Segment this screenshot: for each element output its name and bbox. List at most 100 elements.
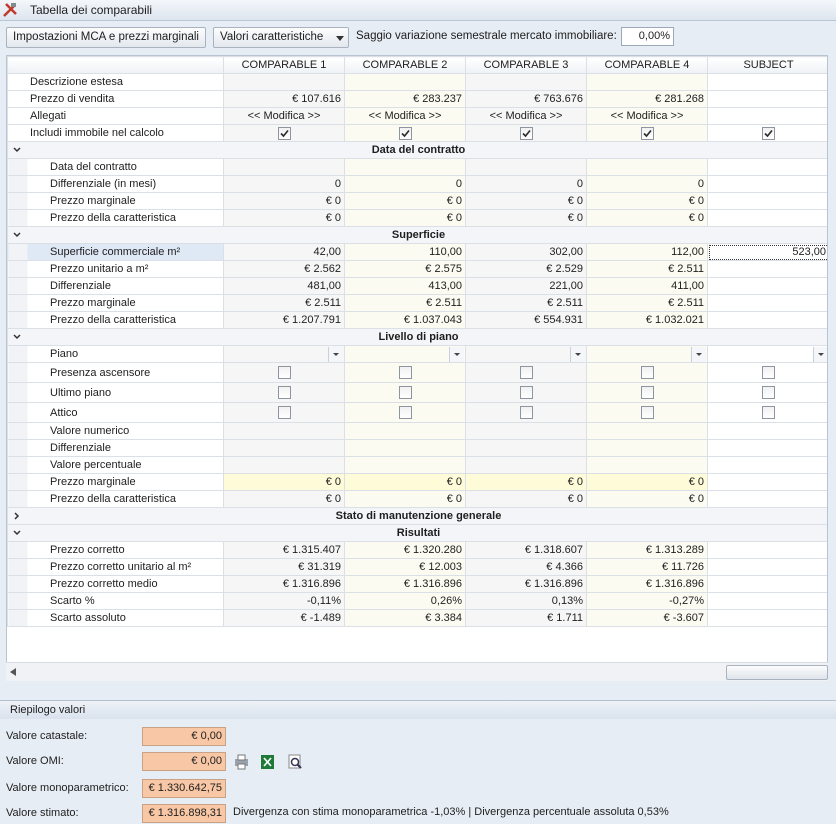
print-icon[interactable] — [235, 754, 248, 770]
group-header: Data del contratto — [7, 141, 827, 159]
grid-cell — [707, 175, 827, 193]
expander[interactable] — [8, 525, 26, 541]
checkbox[interactable] — [519, 386, 533, 399]
checkbox[interactable] — [640, 386, 654, 399]
cell-value: € 2.575 — [425, 263, 462, 275]
checkbox[interactable] — [762, 406, 775, 419]
cell-dropdown[interactable] — [469, 346, 585, 362]
cell-value: € 0 — [688, 195, 704, 207]
grid-cell: 481,00 — [223, 277, 345, 295]
cell-value: € 283.237 — [413, 93, 462, 105]
grid-cell — [344, 439, 466, 457]
values-dropdown[interactable]: Valori caratteristiche — [213, 27, 349, 48]
grid-cell — [707, 209, 827, 227]
checkbox[interactable] — [277, 386, 291, 399]
dropdown-arrow — [696, 352, 702, 356]
expander[interactable] — [8, 142, 26, 158]
dropdown-button — [328, 346, 343, 362]
checkbox[interactable] — [762, 386, 775, 399]
grid-cell: € 0 — [465, 473, 587, 491]
cell-value: -0,11% — [306, 595, 341, 607]
grid-cell — [344, 362, 466, 383]
grid-row: Differenziale 481,00 413,00 221,00 411,00 — [7, 277, 827, 295]
cell-value: € -1.489 — [300, 612, 341, 624]
scroll-left-arrow[interactable] — [10, 668, 16, 676]
cell-value: € 1.711 — [547, 612, 583, 624]
cell-value: € 2.511 — [547, 297, 583, 309]
column-header: SUBJECT — [707, 56, 827, 74]
cell-dropdown[interactable] — [227, 346, 343, 362]
checkbox[interactable] — [519, 366, 533, 379]
excel-icon[interactable] — [261, 755, 274, 769]
horizontal-scrollbar[interactable] — [6, 662, 828, 681]
checkbox[interactable] — [640, 126, 654, 140]
row-label: Presenza ascensore — [7, 362, 224, 383]
checkbox[interactable] — [277, 366, 291, 379]
arrow — [454, 352, 460, 356]
checkbox[interactable] — [640, 406, 654, 419]
expander[interactable] — [8, 329, 26, 345]
checkbox[interactable] — [398, 386, 412, 399]
grid-cell — [707, 382, 827, 403]
grid-cell — [707, 260, 827, 278]
expander[interactable] — [8, 508, 26, 524]
checkbox[interactable] — [519, 126, 533, 140]
check-mark — [642, 129, 652, 137]
chevron — [13, 334, 21, 340]
grid-cell — [465, 345, 587, 363]
row-label: Valore numerico — [7, 422, 224, 440]
cell-value: € 0 — [325, 195, 341, 207]
cell-dropdown[interactable] — [348, 346, 464, 362]
checkbox[interactable] — [762, 126, 775, 140]
grid-cell: € -3.607 — [586, 609, 708, 627]
grid-cell: € 1.711 — [465, 609, 587, 627]
preview-icon[interactable] — [288, 754, 302, 769]
expander-holder — [8, 525, 27, 541]
grid-cell — [223, 73, 345, 91]
cell-value: € 2.562 — [304, 263, 341, 275]
checkbox[interactable] — [398, 366, 412, 379]
row-label: Prezzo della caratteristica — [7, 490, 224, 508]
grid-cell: € 0 — [465, 209, 587, 227]
expander[interactable] — [8, 227, 26, 243]
grid-cell — [223, 158, 345, 176]
checkbox[interactable] — [398, 126, 412, 140]
cell-dropdown[interactable] — [590, 346, 706, 362]
dropdown-text: Valori caratteristiche — [220, 31, 324, 43]
grid-cell — [707, 107, 827, 125]
grid-cell: << Modifica >> — [586, 107, 708, 125]
cell-value: € 1.316.896 — [524, 578, 583, 590]
grid-row: Prezzo della caratteristica € 1.207.791 € … — [7, 311, 827, 329]
grid-cell: € 0 — [223, 473, 345, 491]
checkbox[interactable] — [277, 406, 291, 419]
checkbox[interactable] — [640, 366, 654, 379]
grid-cell — [586, 345, 708, 363]
cell-value: 110,00 — [429, 246, 462, 258]
checkbox[interactable] — [762, 366, 775, 379]
checkbox[interactable] — [398, 406, 412, 419]
settings-button[interactable]: Impostazioni MCA e prezzi marginali — [6, 27, 206, 48]
cell-dropdown[interactable] — [711, 346, 827, 362]
grid-cell — [223, 362, 345, 383]
grid-row: Scarto assoluto € -1.489 € 3.384 € 1.711 € -… — [7, 609, 827, 627]
grid-cell: 0 — [586, 175, 708, 193]
grid-row: Prezzo di vendita € 107.616 € 283.237 € 763… — [7, 90, 827, 108]
grid-cell: € 763.676 — [465, 90, 587, 108]
row-label: Prezzo marginale — [7, 192, 224, 210]
cell-value: € 0 — [567, 493, 583, 505]
cell-value: € 763.676 — [534, 93, 583, 105]
grid-cell — [707, 439, 827, 457]
grid-cell — [707, 575, 827, 593]
scroll-thumb[interactable] — [726, 665, 828, 680]
rate-input[interactable]: 0,00% — [621, 27, 674, 46]
grid-row: Ultimo piano — [7, 382, 827, 403]
checkbox[interactable] — [519, 406, 533, 419]
grid-cell: 112,00 — [586, 243, 708, 261]
arrow — [696, 352, 702, 356]
grid-cell — [465, 158, 587, 176]
checkbox[interactable] — [277, 126, 291, 140]
dropdown-button — [449, 346, 464, 362]
grid-cell — [707, 73, 827, 91]
grid-cell — [586, 362, 708, 383]
check-mark — [764, 129, 773, 137]
